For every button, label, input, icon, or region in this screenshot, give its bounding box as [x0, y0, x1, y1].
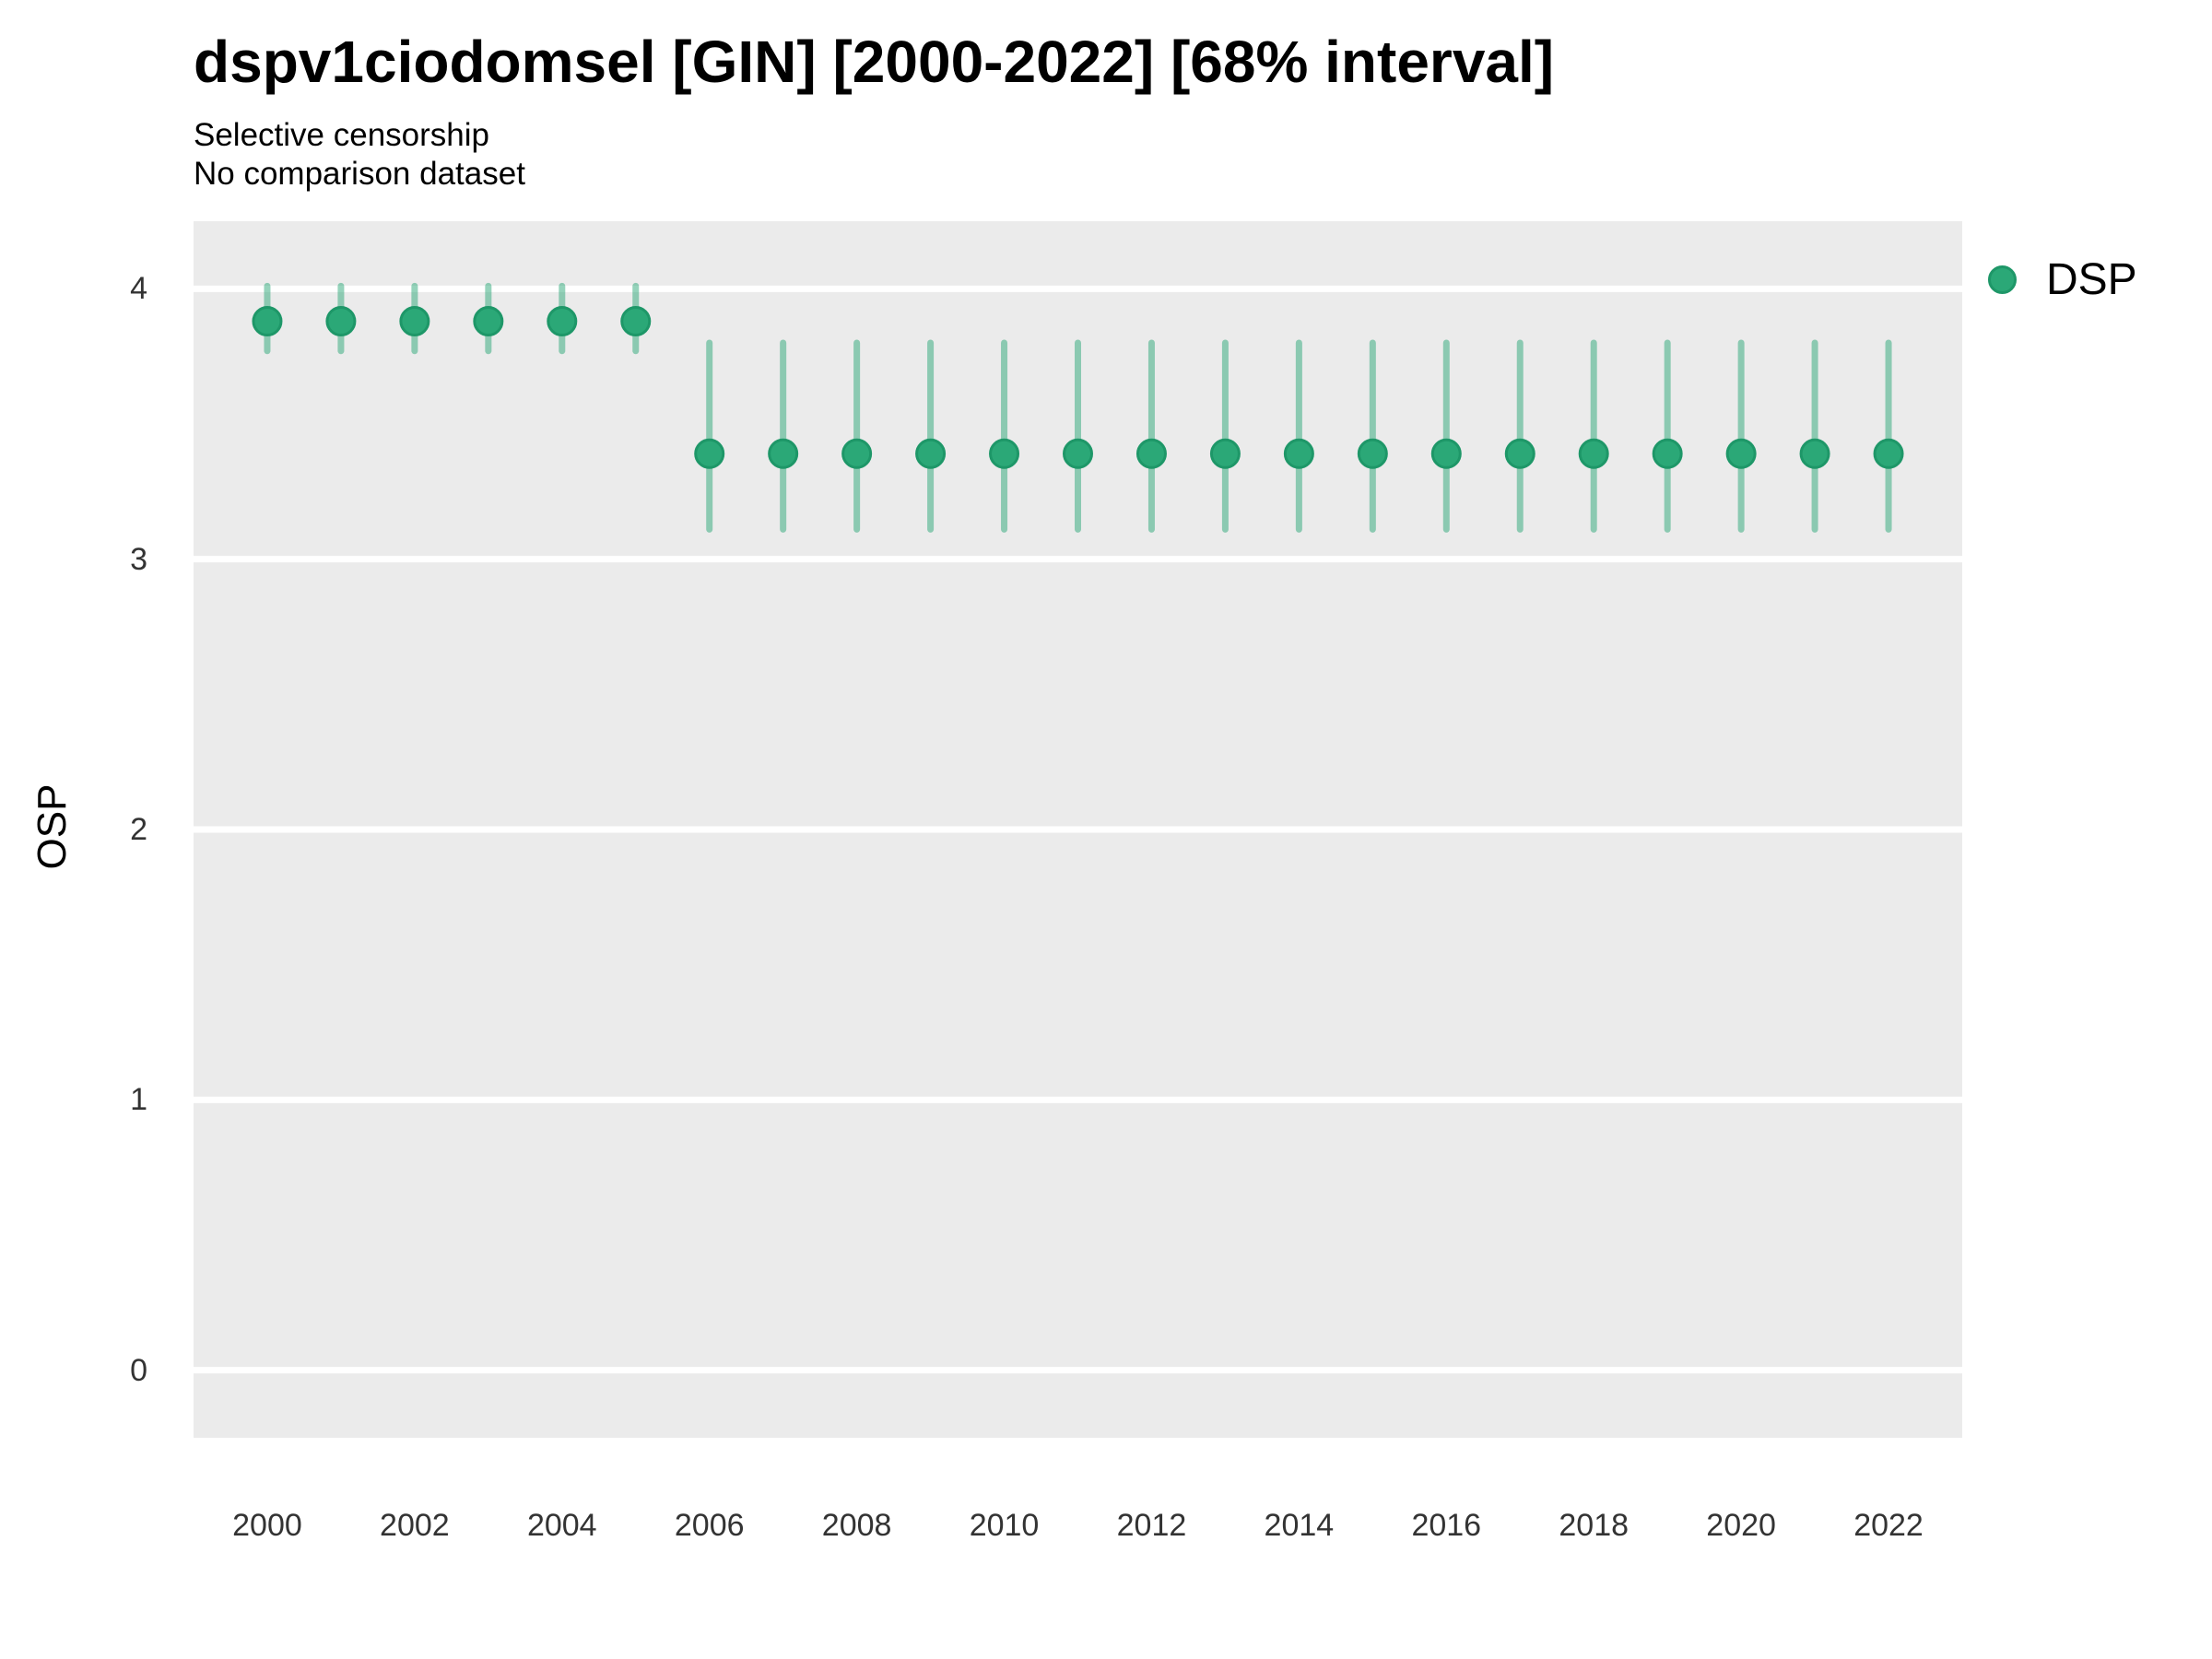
data-point-2012 — [1135, 438, 1167, 469]
y-tick-label-2: 2 — [130, 812, 147, 847]
x-tick-label-2020: 2020 — [1706, 1508, 1776, 1543]
x-tick-label-2010: 2010 — [969, 1508, 1040, 1543]
data-point-2008 — [841, 438, 873, 469]
data-point-2017 — [1504, 438, 1535, 469]
data-point-2003 — [473, 306, 504, 337]
data-point-2019 — [1652, 438, 1683, 469]
data-point-2015 — [1357, 438, 1388, 469]
data-point-2002 — [399, 306, 430, 337]
x-tick-label-2000: 2000 — [232, 1508, 302, 1543]
data-point-2004 — [547, 306, 578, 337]
data-point-2022 — [1873, 438, 1904, 469]
x-tick-label-2022: 2022 — [1853, 1508, 1924, 1543]
data-point-2016 — [1430, 438, 1462, 469]
data-point-2021 — [1799, 438, 1830, 469]
x-tick-label-2002: 2002 — [380, 1508, 450, 1543]
x-tick-label-2014: 2014 — [1264, 1508, 1335, 1543]
legend-label: DSP — [2046, 255, 2137, 304]
y-tick-label-4: 4 — [130, 271, 147, 307]
data-point-2000 — [252, 306, 283, 337]
plot-panel — [194, 221, 1962, 1438]
data-point-2009 — [915, 438, 947, 469]
x-tick-label-2016: 2016 — [1411, 1508, 1482, 1543]
data-point-2020 — [1725, 438, 1757, 469]
y-tick-label-1: 1 — [130, 1082, 147, 1118]
plot-title: dspv1ciodomsel [GIN] [2000-2022] [68% in… — [194, 29, 1555, 95]
x-tick-label-2004: 2004 — [526, 1508, 597, 1543]
subtitle-line-1: Selective censorship — [194, 117, 489, 153]
data-point-2018 — [1578, 438, 1609, 469]
legend-point-icon — [1988, 265, 2017, 294]
data-point-2011 — [1063, 438, 1093, 469]
data-point-2007 — [768, 438, 799, 469]
chart-canvas — [194, 282, 1962, 1374]
data-point-2005 — [620, 306, 652, 337]
data-point-2006 — [694, 438, 725, 469]
x-tick-label-2018: 2018 — [1559, 1508, 1630, 1543]
x-tick-label-2008: 2008 — [821, 1508, 892, 1543]
data-point-2013 — [1209, 438, 1241, 469]
data-point-2010 — [989, 438, 1020, 469]
subtitle-line-2: No comparison dataset — [194, 156, 525, 192]
x-tick-label-2006: 2006 — [674, 1508, 745, 1543]
data-point-2014 — [1283, 438, 1314, 469]
y-tick-label-3: 3 — [130, 541, 147, 577]
y-tick-label-0: 0 — [130, 1352, 147, 1388]
plot-subtitle: Selective censorship No comparison datas… — [194, 116, 525, 194]
legend: DSP — [1988, 254, 2137, 305]
data-point-2001 — [325, 306, 357, 337]
x-tick-label-2012: 2012 — [1116, 1508, 1187, 1543]
